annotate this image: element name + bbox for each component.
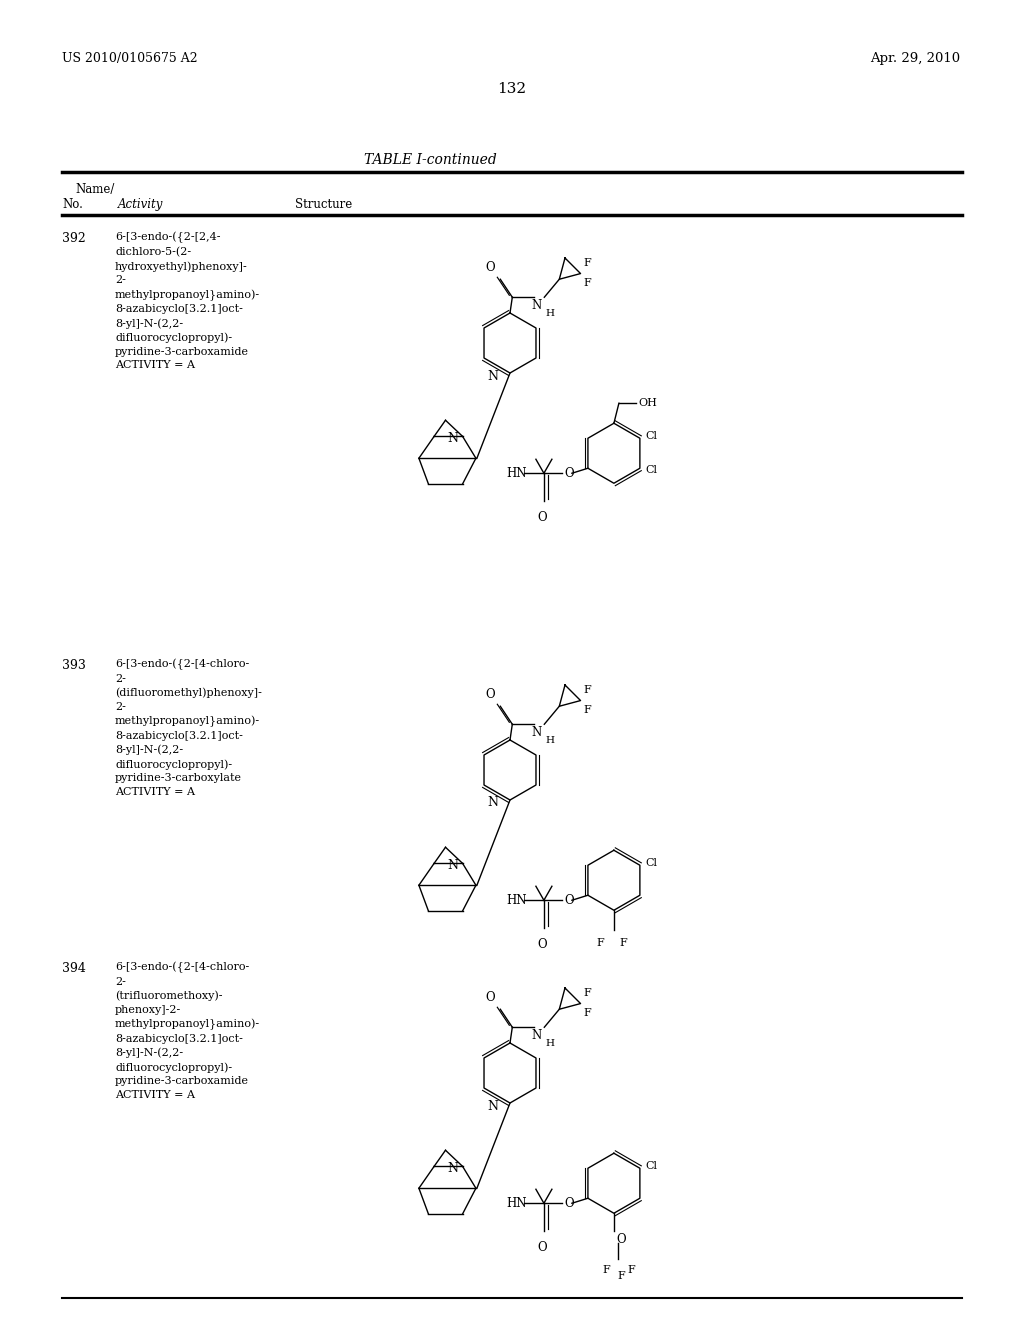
- Text: Cl: Cl: [645, 1162, 656, 1171]
- Text: F: F: [584, 987, 591, 998]
- Text: N: N: [447, 432, 459, 445]
- Text: O: O: [537, 1241, 547, 1254]
- Text: O: O: [537, 939, 547, 952]
- Text: Cl: Cl: [645, 858, 656, 869]
- Text: N: N: [487, 370, 498, 383]
- Text: F: F: [584, 257, 591, 268]
- Text: O: O: [485, 261, 496, 275]
- Text: HN: HN: [506, 467, 526, 479]
- Text: O: O: [564, 894, 573, 907]
- Text: F: F: [584, 1007, 591, 1018]
- Text: 393: 393: [62, 659, 86, 672]
- Text: F: F: [602, 1266, 609, 1275]
- Text: F: F: [584, 277, 591, 288]
- Text: US 2010/0105675 A2: US 2010/0105675 A2: [62, 51, 198, 65]
- Text: TABLE I-continued: TABLE I-continued: [364, 153, 497, 168]
- Text: HN: HN: [506, 894, 526, 907]
- Text: O: O: [615, 1233, 626, 1246]
- Text: O: O: [485, 688, 496, 701]
- Text: 392: 392: [62, 232, 86, 246]
- Text: 132: 132: [498, 82, 526, 96]
- Text: H: H: [546, 1039, 554, 1048]
- Text: N: N: [531, 1030, 542, 1043]
- Text: O: O: [564, 1197, 573, 1209]
- Text: F: F: [596, 939, 604, 948]
- Text: Structure: Structure: [295, 198, 352, 211]
- Text: N: N: [487, 796, 498, 809]
- Text: O: O: [485, 991, 496, 1005]
- Text: N: N: [447, 859, 459, 873]
- Text: N: N: [487, 1100, 498, 1113]
- Text: H: H: [546, 737, 554, 746]
- Text: Apr. 29, 2010: Apr. 29, 2010: [870, 51, 961, 65]
- Text: 6-[3-endo-({2-[4-chloro-
2-
(trifluoromethoxy)-
phenoxy]-2-
methylpropanoyl}amin: 6-[3-endo-({2-[4-chloro- 2- (trifluorome…: [115, 962, 260, 1100]
- Text: O: O: [537, 511, 547, 524]
- Text: N: N: [531, 300, 542, 313]
- Text: HN: HN: [506, 1197, 526, 1209]
- Text: F: F: [584, 685, 591, 694]
- Text: O: O: [564, 467, 573, 479]
- Text: Activity: Activity: [118, 198, 164, 211]
- Text: No.: No.: [62, 198, 83, 211]
- Text: Cl: Cl: [645, 465, 656, 475]
- Text: F: F: [584, 705, 591, 714]
- Text: 394: 394: [62, 962, 86, 975]
- Text: OH: OH: [638, 399, 656, 408]
- Text: 6-[3-endo-({2-[2,4-
dichloro-5-(2-
hydroxyethyl)phenoxy]-
2-
methylpropanoyl}ami: 6-[3-endo-({2-[2,4- dichloro-5-(2- hydro…: [115, 232, 260, 370]
- Text: N: N: [531, 726, 542, 739]
- Text: Name/: Name/: [75, 183, 115, 195]
- Text: 6-[3-endo-({2-[4-chloro-
2-
(difluoromethyl)phenoxy]-
2-
methylpropanoyl}amino)-: 6-[3-endo-({2-[4-chloro- 2- (difluoromet…: [115, 659, 262, 797]
- Text: F: F: [628, 1266, 636, 1275]
- Text: H: H: [546, 309, 554, 318]
- Text: Cl: Cl: [645, 432, 656, 441]
- Text: F: F: [617, 1271, 626, 1282]
- Text: N: N: [447, 1162, 459, 1175]
- Text: F: F: [620, 939, 628, 948]
